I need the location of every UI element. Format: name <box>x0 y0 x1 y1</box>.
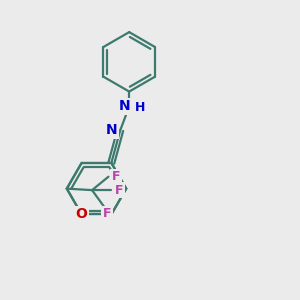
Text: H: H <box>135 101 146 114</box>
Text: F: F <box>115 184 123 196</box>
Text: F: F <box>103 207 111 220</box>
Text: F: F <box>112 170 120 183</box>
Text: O: O <box>76 207 88 221</box>
Text: N: N <box>119 99 130 113</box>
Text: N: N <box>106 123 118 137</box>
